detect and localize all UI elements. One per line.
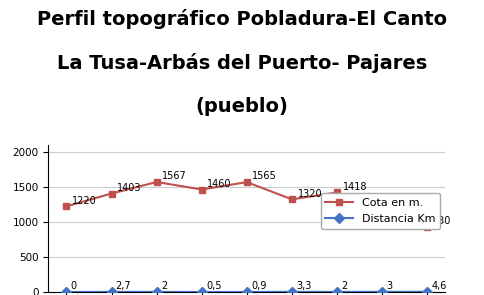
Cota en m.	[154, 180, 160, 184]
Text: 2: 2	[341, 281, 348, 291]
Distancia Km	[154, 290, 160, 294]
Line: Distancia Km: Distancia Km	[63, 288, 431, 295]
Cota en m.	[379, 223, 385, 226]
Distancia Km	[108, 290, 114, 294]
Cota en m.	[289, 198, 295, 201]
Text: 3: 3	[386, 281, 393, 291]
Text: 1567: 1567	[162, 171, 187, 181]
Distancia Km	[334, 290, 340, 294]
Text: 1320: 1320	[298, 189, 322, 199]
Distancia Km	[424, 290, 430, 294]
Text: 4,6: 4,6	[431, 281, 447, 291]
Text: 0,9: 0,9	[251, 281, 266, 291]
Text: 1460: 1460	[207, 179, 232, 189]
Text: (pueblo): (pueblo)	[196, 97, 288, 116]
Text: 0,5: 0,5	[206, 281, 221, 291]
Text: 3,3: 3,3	[296, 281, 312, 291]
Distancia Km	[379, 290, 385, 294]
Cota en m.	[63, 205, 69, 208]
Text: 2,7: 2,7	[116, 281, 131, 291]
Cota en m.	[424, 225, 430, 229]
Cota en m.	[108, 192, 114, 195]
Distancia Km	[63, 290, 69, 294]
Text: 1565: 1565	[252, 171, 277, 181]
Legend: Cota en m., Distancia Km: Cota en m., Distancia Km	[321, 193, 440, 229]
Distancia Km	[199, 290, 205, 294]
Text: 1418: 1418	[343, 182, 367, 192]
Text: 930: 930	[433, 216, 451, 226]
Distancia Km	[244, 290, 250, 294]
Text: Perfil topográfico Pobladura-El Canto: Perfil topográfico Pobladura-El Canto	[37, 9, 447, 29]
Text: 1220: 1220	[72, 196, 97, 206]
Line: Cota en m.: Cota en m.	[63, 178, 431, 230]
Text: 0: 0	[71, 281, 77, 291]
Text: 960: 960	[388, 214, 406, 224]
Cota en m.	[244, 180, 250, 184]
Distancia Km	[289, 290, 295, 294]
Text: 1403: 1403	[117, 183, 142, 193]
Text: 2: 2	[161, 281, 167, 291]
Cota en m.	[334, 191, 340, 194]
Text: La Tusa-Arbás del Puerto- Pajares: La Tusa-Arbás del Puerto- Pajares	[57, 53, 427, 73]
Cota en m.	[199, 188, 205, 191]
